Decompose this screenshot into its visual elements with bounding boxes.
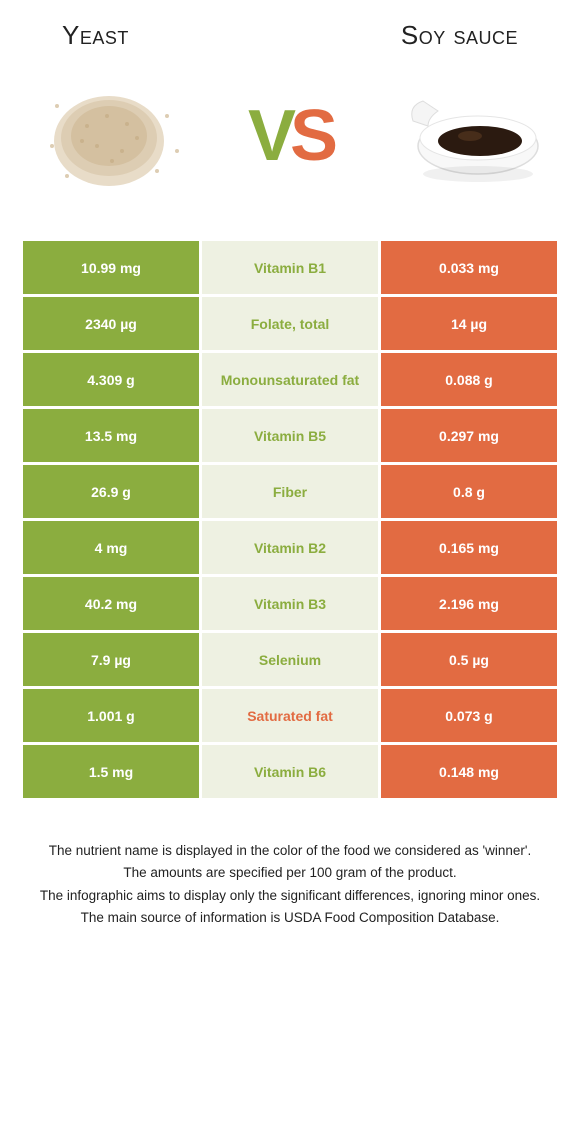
footer-line-2: The amounts are specified per 100 gram o…	[32, 863, 548, 883]
value-right: 2.196 mg	[381, 577, 557, 633]
nutrient-label: Vitamin B6	[202, 745, 381, 801]
table-row: 13.5 mgVitamin B50.297 mg	[23, 409, 557, 465]
value-left: 2340 µg	[23, 297, 202, 353]
footer-line-4: The main source of information is USDA F…	[32, 908, 548, 928]
value-left: 1.5 mg	[23, 745, 202, 801]
footer-line-1: The nutrient name is displayed in the co…	[32, 841, 548, 861]
value-right: 0.8 g	[381, 465, 557, 521]
nutrient-label: Saturated fat	[202, 689, 381, 745]
yeast-icon	[37, 66, 187, 206]
vs-label: V S	[248, 95, 332, 177]
value-left: 40.2 mg	[23, 577, 202, 633]
infographic-container: Yeast Soy sauce V S	[0, 0, 580, 950]
value-right: 0.088 g	[381, 353, 557, 409]
nutrient-label: Vitamin B3	[202, 577, 381, 633]
nutrition-table: 10.99 mgVitamin B10.033 mg2340 µgFolate,…	[23, 241, 557, 801]
value-left: 1.001 g	[23, 689, 202, 745]
value-right: 0.033 mg	[381, 241, 557, 297]
food-a-image	[32, 61, 192, 211]
nutrient-label: Monounsaturated fat	[202, 353, 381, 409]
food-b-title: Soy sauce	[401, 20, 518, 51]
value-right: 0.073 g	[381, 689, 557, 745]
nutrient-label: Vitamin B5	[202, 409, 381, 465]
value-right: 0.148 mg	[381, 745, 557, 801]
table-row: 2340 µgFolate, total14 µg	[23, 297, 557, 353]
table-row: 4.309 gMonounsaturated fat0.088 g	[23, 353, 557, 409]
value-left: 4 mg	[23, 521, 202, 577]
table-row: 40.2 mgVitamin B32.196 mg	[23, 577, 557, 633]
value-right: 0.165 mg	[381, 521, 557, 577]
hero-row: V S	[12, 61, 568, 231]
food-b-image	[388, 61, 548, 211]
table-row: 26.9 gFiber0.8 g	[23, 465, 557, 521]
value-right: 0.297 mg	[381, 409, 557, 465]
nutrient-label: Folate, total	[202, 297, 381, 353]
value-left: 7.9 µg	[23, 633, 202, 689]
nutrient-label: Fiber	[202, 465, 381, 521]
nutrient-label: Vitamin B2	[202, 521, 381, 577]
vs-s: S	[290, 95, 332, 177]
table-row: 10.99 mgVitamin B10.033 mg	[23, 241, 557, 297]
table-row: 1.001 gSaturated fat0.073 g	[23, 689, 557, 745]
value-left: 13.5 mg	[23, 409, 202, 465]
value-right: 0.5 µg	[381, 633, 557, 689]
table-row: 7.9 µgSelenium0.5 µg	[23, 633, 557, 689]
value-left: 4.309 g	[23, 353, 202, 409]
nutrient-label: Selenium	[202, 633, 381, 689]
value-left: 10.99 mg	[23, 241, 202, 297]
vs-v: V	[248, 95, 290, 177]
food-a-title: Yeast	[62, 20, 129, 51]
soy-sauce-icon	[388, 76, 548, 196]
value-right: 14 µg	[381, 297, 557, 353]
footer-line-3: The infographic aims to display only the…	[32, 886, 548, 906]
value-left: 26.9 g	[23, 465, 202, 521]
footer-notes: The nutrient name is displayed in the co…	[12, 841, 568, 928]
header-row: Yeast Soy sauce	[12, 20, 568, 61]
table-row: 1.5 mgVitamin B60.148 mg	[23, 745, 557, 801]
table-row: 4 mgVitamin B20.165 mg	[23, 521, 557, 577]
nutrient-label: Vitamin B1	[202, 241, 381, 297]
